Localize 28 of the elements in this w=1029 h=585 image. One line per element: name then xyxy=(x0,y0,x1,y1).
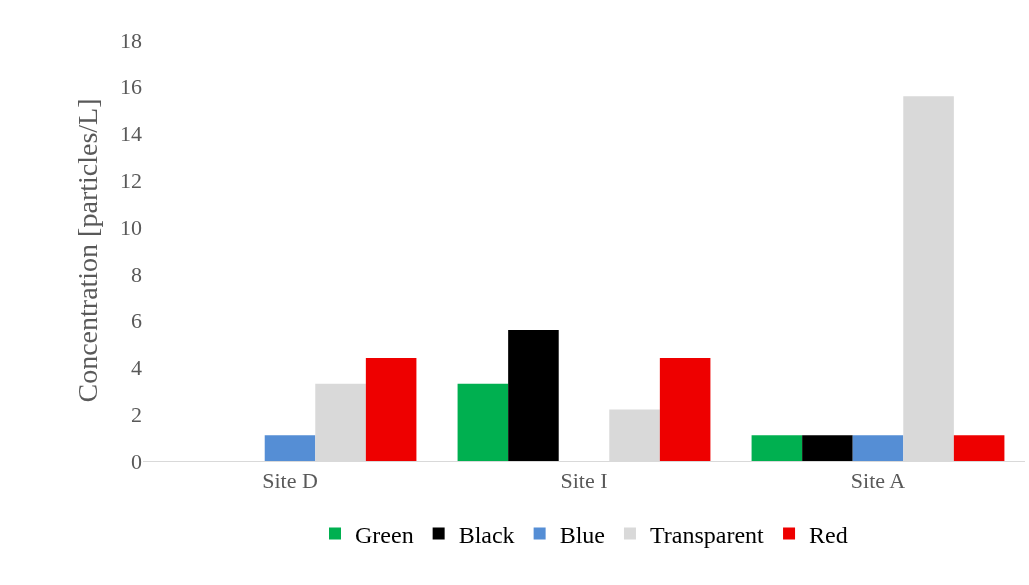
y-tick-label: 6 xyxy=(131,308,142,334)
bar xyxy=(953,435,1005,461)
x-tick-label: Site D xyxy=(262,468,318,494)
bar xyxy=(852,435,904,461)
bar xyxy=(751,435,803,461)
legend-label: Blue xyxy=(559,521,605,548)
legend-label: Transparent xyxy=(649,521,765,548)
x-tick-label: Site A xyxy=(850,468,906,494)
y-tick-label: 10 xyxy=(120,214,142,240)
legend-label: Red xyxy=(809,521,848,548)
y-axis-title: Concentration [particles/L] xyxy=(71,98,103,403)
y-tick-label: 12 xyxy=(120,168,142,194)
y-tick-label: 2 xyxy=(131,401,142,427)
bar xyxy=(659,358,711,461)
legend-label: Green xyxy=(355,521,414,548)
x-tick-label: Site I xyxy=(560,468,608,494)
y-tick-label: 16 xyxy=(120,74,142,100)
y-tick-label: 4 xyxy=(131,355,142,381)
bar xyxy=(457,383,509,461)
legend-label: Black xyxy=(458,521,515,548)
bar xyxy=(365,358,417,461)
bar xyxy=(508,330,559,461)
y-tick-label: 8 xyxy=(131,261,142,287)
bar xyxy=(264,435,316,461)
y-tick-label: 14 xyxy=(120,121,142,147)
y-tick-label: 18 xyxy=(120,27,142,53)
y-tick-label: 0 xyxy=(131,448,142,474)
bar xyxy=(802,435,853,461)
